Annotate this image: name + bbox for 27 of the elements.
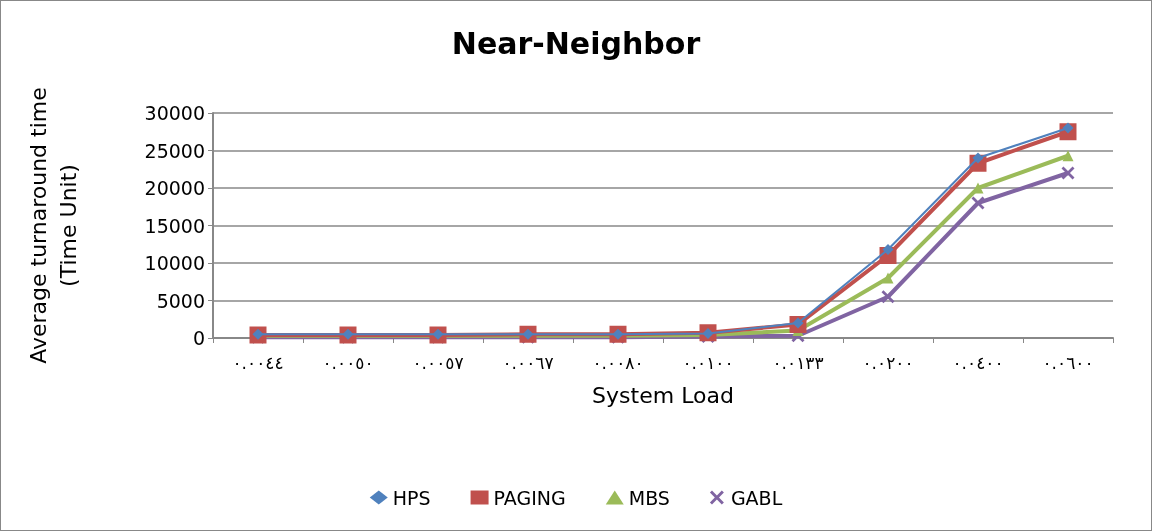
y-tick-label: 30000 <box>144 102 205 124</box>
x-tick-label: ٠.٠٢٠٠ <box>862 352 914 373</box>
y-tick-label: 20000 <box>144 177 205 199</box>
x-tick-label: ٠.٠٠٨٠ <box>592 352 644 373</box>
legend-label: HPS <box>392 486 431 509</box>
y-tick-label: 5000 <box>156 289 205 312</box>
point <box>882 272 894 284</box>
x-axis-title: System Load <box>592 382 734 408</box>
x-tick-label: ٠.٠١٣٣ <box>772 352 824 373</box>
chart-title: Near-Neighbor <box>451 25 701 61</box>
legend-label: PAGING <box>493 486 566 509</box>
y-tick-label: 0 <box>192 327 205 349</box>
y-tick-label: 25000 <box>144 139 205 162</box>
legend-label: GABL <box>730 486 783 509</box>
x-tick-label: ٠.٠٦٠٠ <box>1042 352 1094 373</box>
x-tick-label: ٠.٠٠٥٧ <box>412 352 464 373</box>
y-tick-label: 15000 <box>144 214 205 237</box>
point <box>1062 150 1074 162</box>
y-tick-label: 10000 <box>144 252 205 274</box>
x-tick-label: ٠.٠٠٦٧ <box>502 352 554 373</box>
x-tick-label: ٠.٠٠٤٤ <box>232 352 284 373</box>
point <box>881 290 895 304</box>
x-tick-label: ٠.٠٤٠٠ <box>952 352 1004 373</box>
x-tick-label: ٠.٠١٠٠ <box>682 352 734 373</box>
x-tick-label: ٠.٠٠٥٠ <box>322 352 374 373</box>
legend-label: MBS <box>628 486 670 509</box>
y-axis-title: Average turnaround time (Time Unit) <box>25 87 81 364</box>
